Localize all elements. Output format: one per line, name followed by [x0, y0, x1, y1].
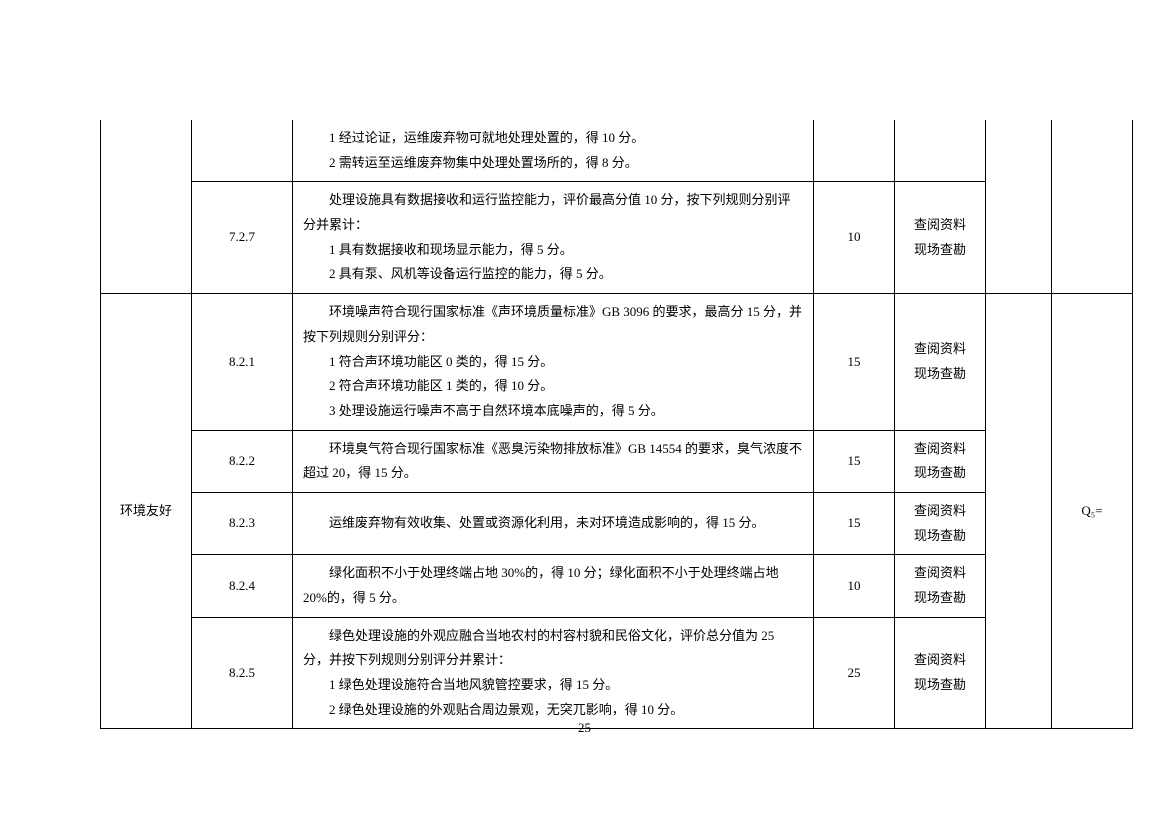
method-line: 现场查勘 [914, 465, 966, 480]
cell-desc: 处理设施具有数据接收和运行监控能力，评价最高分值 10 分，按下列规则分别评分并… [293, 182, 814, 294]
cell-empty [986, 294, 1052, 729]
cell-method: 查阅资料 现场查勘 [895, 617, 986, 729]
method-line: 查阅资料 [914, 565, 966, 580]
cell-q: Q₅= [1052, 294, 1133, 729]
method-line: 查阅资料 [914, 341, 966, 356]
desc-line: 2 具有泵、风机等设备运行监控的能力，得 5 分。 [303, 262, 803, 287]
cell-num: 8.2.4 [192, 555, 293, 617]
table-row: 8.2.2 环境臭气符合现行国家标准《恶臭污染物排放标准》GB 14554 的要… [101, 430, 1133, 492]
cell-desc: 绿色处理设施的外观应融合当地农村的村容村貌和民俗文化，评价总分值为 25 分，并… [293, 617, 814, 729]
table-row: 8.2.3 运维废弃物有效收集、处置或资源化利用，未对环境造成影响的，得 15 … [101, 492, 1133, 554]
cell-desc: 环境噪声符合现行国家标准《声环境质量标准》GB 3096 的要求，最高分 15 … [293, 294, 814, 430]
table-row: 1 经过论证，运维废弃物可就地处理处置的，得 10 分。 2 需转运至运维废弃物… [101, 120, 1133, 182]
cell-q [1052, 120, 1133, 294]
cell-score: 10 [814, 555, 895, 617]
table-row: 8.2.4 绿化面积不小于处理终端占地 30%的，得 10 分；绿化面积不小于处… [101, 555, 1133, 617]
table-row: 7.2.7 处理设施具有数据接收和运行监控能力，评价最高分值 10 分，按下列规… [101, 182, 1133, 294]
document-page: 1 经过论证，运维废弃物可就地处理处置的，得 10 分。 2 需转运至运维废弃物… [0, 0, 1169, 789]
cell-num: 8.2.3 [192, 492, 293, 554]
cell-num [192, 120, 293, 182]
cell-score: 25 [814, 617, 895, 729]
desc-line: 1 经过论证，运维废弃物可就地处理处置的，得 10 分。 [303, 126, 803, 151]
cell-score: 15 [814, 492, 895, 554]
cell-method: 查阅资料 现场查勘 [895, 294, 986, 430]
cell-method: 查阅资料 现场查勘 [895, 430, 986, 492]
cell-score: 15 [814, 294, 895, 430]
desc-line: 环境臭气符合现行国家标准《恶臭污染物排放标准》GB 14554 的要求，臭气浓度… [303, 437, 803, 486]
desc-line: 3 处理设施运行噪声不高于自然环境本底噪声的，得 5 分。 [303, 399, 803, 424]
desc-line: 绿化面积不小于处理终端占地 30%的，得 10 分；绿化面积不小于处理终端占地 … [303, 561, 803, 610]
cell-num: 8.2.5 [192, 617, 293, 729]
desc-line: 绿色处理设施的外观应融合当地农村的村容村貌和民俗文化，评价总分值为 25 分，并… [303, 624, 803, 673]
cell-num: 7.2.7 [192, 182, 293, 294]
cell-num: 8.2.2 [192, 430, 293, 492]
cell-desc: 1 经过论证，运维废弃物可就地处理处置的，得 10 分。 2 需转运至运维废弃物… [293, 120, 814, 182]
cell-score: 10 [814, 182, 895, 294]
method-line: 查阅资料 [914, 217, 966, 232]
desc-line: 1 绿色处理设施符合当地风貌管控要求，得 15 分。 [303, 673, 803, 698]
desc-line: 2 符合声环境功能区 1 类的，得 10 分。 [303, 374, 803, 399]
cell-method [895, 120, 986, 182]
desc-line: 1 符合声环境功能区 0 类的，得 15 分。 [303, 350, 803, 375]
method-line: 现场查勘 [914, 242, 966, 257]
cell-score [814, 120, 895, 182]
cell-category: 环境友好 [101, 294, 192, 729]
cell-num: 8.2.1 [192, 294, 293, 430]
cell-empty [986, 120, 1052, 294]
desc-line: 2 需转运至运维废弃物集中处理处置场所的，得 8 分。 [303, 151, 803, 176]
method-line: 现场查勘 [914, 590, 966, 605]
desc-line: 1 具有数据接收和现场显示能力，得 5 分。 [303, 238, 803, 263]
evaluation-table: 1 经过论证，运维废弃物可就地处理处置的，得 10 分。 2 需转运至运维废弃物… [100, 120, 1133, 729]
cell-score: 15 [814, 430, 895, 492]
cell-desc: 环境臭气符合现行国家标准《恶臭污染物排放标准》GB 14554 的要求，臭气浓度… [293, 430, 814, 492]
cell-method: 查阅资料 现场查勘 [895, 492, 986, 554]
table-row: 8.2.5 绿色处理设施的外观应融合当地农村的村容村貌和民俗文化，评价总分值为 … [101, 617, 1133, 729]
desc-line: 运维废弃物有效收集、处置或资源化利用，未对环境造成影响的，得 15 分。 [303, 511, 803, 536]
method-line: 现场查勘 [914, 366, 966, 381]
method-line: 查阅资料 [914, 441, 966, 456]
method-line: 查阅资料 [914, 652, 966, 667]
method-line: 现场查勘 [914, 528, 966, 543]
cell-method: 查阅资料 现场查勘 [895, 555, 986, 617]
cell-desc: 运维废弃物有效收集、处置或资源化利用，未对环境造成影响的，得 15 分。 [293, 492, 814, 554]
desc-line: 处理设施具有数据接收和运行监控能力，评价最高分值 10 分，按下列规则分别评分并… [303, 188, 803, 237]
desc-line: 2 绿色处理设施的外观贴合周边景观，无突兀影响，得 10 分。 [303, 698, 803, 723]
desc-line: 环境噪声符合现行国家标准《声环境质量标准》GB 3096 的要求，最高分 15 … [303, 300, 803, 349]
page-number: 25 [0, 720, 1169, 736]
method-line: 现场查勘 [914, 677, 966, 692]
cell-desc: 绿化面积不小于处理终端占地 30%的，得 10 分；绿化面积不小于处理终端占地 … [293, 555, 814, 617]
method-line: 查阅资料 [914, 503, 966, 518]
table-row: 环境友好 8.2.1 环境噪声符合现行国家标准《声环境质量标准》GB 3096 … [101, 294, 1133, 430]
cell-method: 查阅资料 现场查勘 [895, 182, 986, 294]
cell-category [101, 120, 192, 294]
